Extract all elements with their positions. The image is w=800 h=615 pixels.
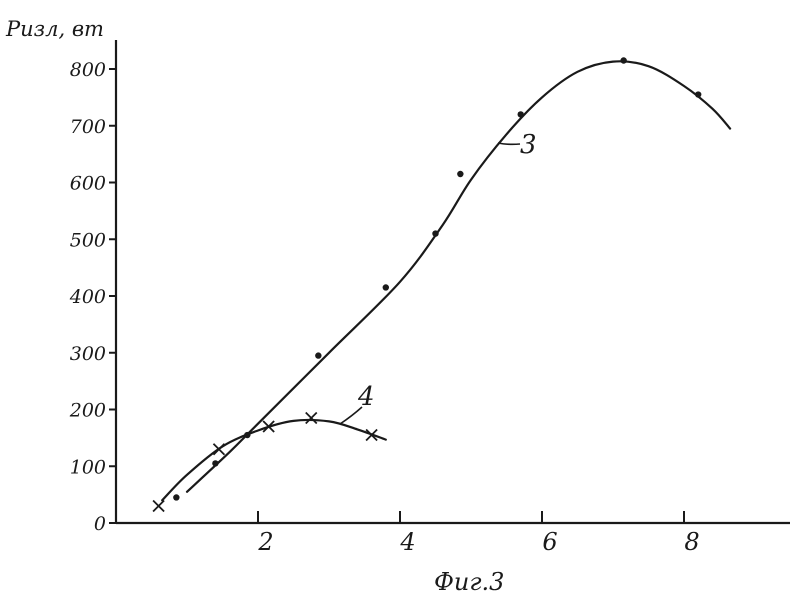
y-tick-label: 600 — [70, 173, 106, 195]
y-tick-label: 0 — [94, 513, 106, 535]
y-tick-label: 500 — [70, 229, 106, 251]
series-4-point — [153, 500, 164, 511]
series-3-point — [212, 460, 218, 466]
figure-caption: Фиг.3 — [434, 568, 504, 596]
y-tick-label: 400 — [69, 286, 106, 308]
y-tick-label: 100 — [70, 456, 106, 478]
x-tick-label: 8 — [684, 528, 699, 556]
series-3-point — [620, 57, 626, 63]
series-4-point — [306, 413, 317, 424]
series-4-point — [213, 444, 224, 455]
series-labels: 3 4 — [340, 130, 537, 424]
x-tick-label: 2 — [257, 528, 273, 556]
series-4-label: 4 — [357, 382, 375, 412]
markers — [153, 57, 701, 511]
series-3-point — [695, 91, 701, 97]
series-3-point — [518, 111, 524, 117]
series-3-point — [432, 230, 438, 236]
ticks — [109, 69, 684, 523]
x-tick-label: 4 — [399, 528, 415, 556]
series-3-point — [244, 432, 250, 438]
series-3-point — [173, 494, 179, 500]
x-tick-label: 6 — [542, 528, 557, 556]
y-tick-label: 300 — [70, 343, 106, 365]
tick-labels: 0 100 200 300 400 500 600 700 800 2 4 6 8 — [69, 59, 700, 556]
y-tick-label: 700 — [70, 116, 106, 138]
series-3-point — [315, 352, 321, 358]
y-tick-label: 800 — [70, 59, 106, 81]
series-3-leader-line — [498, 143, 520, 144]
series-3-label: 3 — [520, 130, 537, 160]
series-3-point — [383, 284, 389, 290]
series-3-point — [457, 171, 463, 177]
y-tick-label: 200 — [69, 400, 106, 422]
y-axis-label: Pизл, вт — [5, 17, 104, 41]
